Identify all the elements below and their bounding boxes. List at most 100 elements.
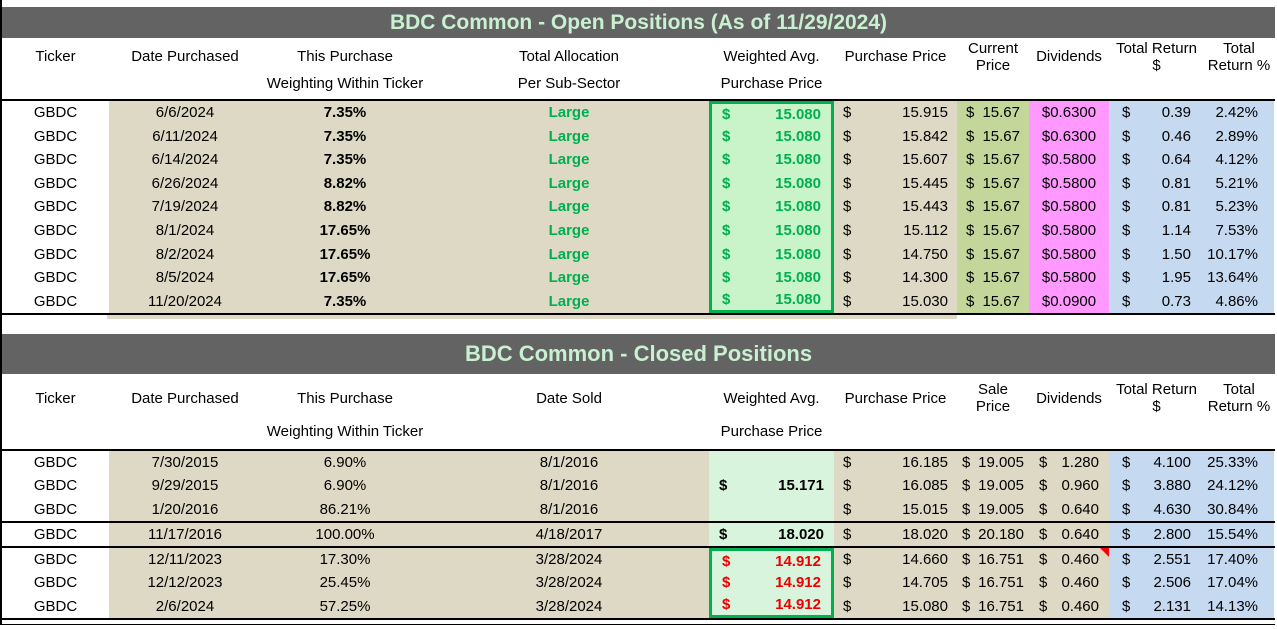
cell-trd[interactable]: $1.14 — [1109, 218, 1204, 243]
cell-divc[interactable]: $1.280 — [1029, 450, 1109, 475]
cell-purchase[interactable]: $15.030 — [834, 289, 957, 313]
cell-weight[interactable]: 25.45% — [261, 571, 429, 595]
cell-ticker[interactable]: GBDC — [2, 124, 109, 149]
cell-div[interactable]: $0.6300 — [1029, 101, 1109, 125]
cell-ticker[interactable]: GBDC — [2, 218, 109, 243]
cell-weight[interactable]: 17.65% — [261, 265, 429, 290]
cell-date[interactable]: 6/26/2024 — [109, 171, 261, 196]
cell-div[interactable]: $0.5800 — [1029, 148, 1109, 172]
cell-purchase[interactable]: $15.112 — [834, 218, 957, 243]
cell-wavg[interactable] — [709, 497, 834, 521]
cell-weight[interactable]: 57.25% — [261, 594, 429, 618]
cell-trd[interactable]: $1.50 — [1109, 242, 1204, 266]
cell-trd[interactable]: $0.39 — [1109, 101, 1204, 125]
cell-sale[interactable]: $20.180 — [957, 522, 1029, 547]
cell-ticker[interactable]: GBDC — [2, 265, 109, 290]
cell-ticker[interactable]: GBDC — [2, 148, 109, 172]
cell-ticker[interactable]: GBDC — [2, 242, 109, 266]
cell-wavg[interactable]: $15.080 — [709, 124, 834, 149]
cell-div[interactable]: $0.5800 — [1029, 171, 1109, 196]
cell-purchase[interactable]: $15.445 — [834, 171, 957, 196]
cell-weight[interactable]: 6.90% — [261, 450, 429, 475]
cell-div[interactable]: $0.5800 — [1029, 195, 1109, 219]
cell-purchase[interactable]: $15.015 — [834, 497, 957, 521]
cell-trd[interactable]: $3.880 — [1109, 474, 1204, 498]
cell-wavg[interactable]: $15.080 — [709, 101, 834, 125]
cell-trd[interactable]: $0.81 — [1109, 171, 1204, 196]
cell-date[interactable]: 6/6/2024 — [109, 101, 261, 125]
cell-trp[interactable]: 24.12% — [1204, 474, 1274, 498]
cell-current[interactable]: $15.67 — [957, 265, 1029, 290]
cell-ticker[interactable]: GBDC — [2, 450, 109, 475]
cell-date[interactable]: 6/11/2024 — [109, 124, 261, 149]
cell-trd[interactable]: $2.506 — [1109, 571, 1204, 595]
cell-date-sold[interactable]: 4/18/2017 — [429, 522, 709, 547]
cell-date[interactable]: 8/2/2024 — [109, 242, 261, 266]
cell-weight[interactable]: 86.21% — [261, 497, 429, 521]
cell-ticker[interactable]: GBDC — [2, 594, 109, 618]
cell-ticker[interactable]: GBDC — [2, 195, 109, 219]
cell-trp[interactable]: 2.89% — [1204, 124, 1274, 149]
cell-divc[interactable]: $0.460 — [1029, 594, 1109, 618]
cell-date[interactable]: 11/17/2016 — [109, 522, 261, 547]
cell-trp[interactable]: 15.54% — [1204, 522, 1274, 547]
cell-purchase[interactable]: $16.085 — [834, 474, 957, 498]
cell-date[interactable]: 1/20/2016 — [109, 497, 261, 521]
cell-trp[interactable]: 4.86% — [1204, 289, 1274, 313]
cell-date[interactable]: 12/12/2023 — [109, 571, 261, 595]
cell-current[interactable]: $15.67 — [957, 148, 1029, 172]
cell-alloc[interactable]: Large — [429, 289, 709, 313]
cell-div[interactable]: $0.0900 — [1029, 289, 1109, 313]
cell-purchase[interactable]: $15.080 — [834, 594, 957, 618]
cell-date-sold[interactable]: 8/1/2016 — [429, 497, 709, 521]
cell-trp[interactable]: 2.42% — [1204, 101, 1274, 125]
cell-trp[interactable]: 4.12% — [1204, 148, 1274, 172]
cell-date-sold[interactable]: 3/28/2024 — [429, 548, 709, 572]
cell-ticker[interactable]: GBDC — [2, 474, 109, 498]
cell-trp[interactable]: 14.13% — [1204, 594, 1274, 618]
cell-current[interactable]: $15.67 — [957, 289, 1029, 313]
cell-wavg[interactable]: $15.080 — [709, 171, 834, 196]
cell-weight[interactable]: 17.65% — [261, 242, 429, 266]
cell-div[interactable]: $0.6300 — [1029, 124, 1109, 149]
cell-wavg[interactable]: $15.171 — [709, 474, 834, 498]
cell-weight[interactable]: 100.00% — [261, 522, 429, 547]
cell-divc[interactable]: $0.460 — [1029, 571, 1109, 595]
cell-current[interactable]: $15.67 — [957, 218, 1029, 243]
cell-trd[interactable]: $2.551 — [1109, 548, 1204, 572]
cell-wavg[interactable]: $14.912 — [709, 571, 834, 595]
cell-date[interactable]: 9/29/2015 — [109, 474, 261, 498]
cell-alloc[interactable]: Large — [429, 218, 709, 243]
cell-alloc[interactable]: Large — [429, 148, 709, 172]
cell-date-sold[interactable]: 3/28/2024 — [429, 571, 709, 595]
cell-weight[interactable]: 7.35% — [261, 148, 429, 172]
cell-purchase[interactable]: $14.660 — [834, 548, 957, 572]
cell-wavg[interactable]: $15.080 — [709, 148, 834, 172]
cell-alloc[interactable]: Large — [429, 124, 709, 149]
cell-weight[interactable]: 7.35% — [261, 124, 429, 149]
cell-date[interactable]: 11/20/2024 — [109, 289, 261, 313]
cell-date[interactable]: 2/6/2024 — [109, 594, 261, 618]
cell-trp[interactable]: 5.21% — [1204, 171, 1274, 196]
cell-weight[interactable]: 8.82% — [261, 171, 429, 196]
cell-weight[interactable]: 7.35% — [261, 289, 429, 313]
cell-trd[interactable]: $0.46 — [1109, 124, 1204, 149]
cell-div[interactable]: $0.5800 — [1029, 265, 1109, 290]
cell-date[interactable]: 8/1/2024 — [109, 218, 261, 243]
cell-current[interactable]: $15.67 — [957, 242, 1029, 266]
cell-ticker[interactable]: GBDC — [2, 571, 109, 595]
cell-weight[interactable]: 8.82% — [261, 195, 429, 219]
cell-trd[interactable]: $1.95 — [1109, 265, 1204, 290]
cell-weight[interactable]: 17.30% — [261, 548, 429, 572]
cell-ticker[interactable]: GBDC — [2, 171, 109, 196]
cell-date[interactable]: 7/19/2024 — [109, 195, 261, 219]
cell-trd[interactable]: $4.100 — [1109, 450, 1204, 475]
cell-trp[interactable]: 30.84% — [1204, 497, 1274, 521]
cell-purchase[interactable]: $14.300 — [834, 265, 957, 290]
cell-trp[interactable]: 10.17% — [1204, 242, 1274, 266]
cell-purchase[interactable]: $16.185 — [834, 450, 957, 475]
cell-purchase[interactable]: $15.915 — [834, 101, 957, 125]
cell-current[interactable]: $15.67 — [957, 101, 1029, 125]
cell-alloc[interactable]: Large — [429, 101, 709, 125]
cell-date[interactable]: 6/14/2024 — [109, 148, 261, 172]
